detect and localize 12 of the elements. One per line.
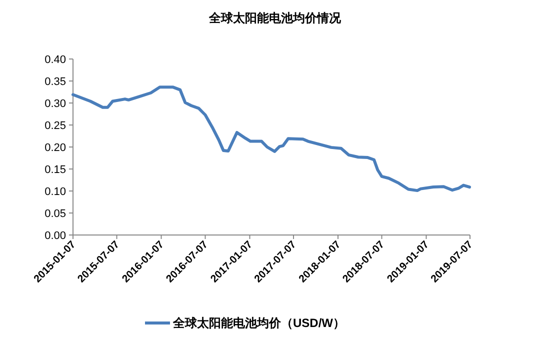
- y-tick-label: 0.30: [44, 98, 66, 110]
- y-tick-label: 0.15: [44, 164, 66, 176]
- y-tick-label: 0.25: [44, 120, 66, 132]
- y-tick-label: 0.20: [44, 142, 66, 154]
- legend-label: 全球太阳能电池均价（USD/W）: [172, 316, 345, 330]
- y-tick-label: 0.05: [44, 208, 66, 220]
- y-tick-label: 0.10: [44, 186, 66, 198]
- y-tick-label: 0.40: [44, 54, 66, 66]
- y-tick-label: 0.35: [44, 76, 66, 88]
- line-series: [72, 86, 472, 192]
- y-tick-label: 0.00: [44, 230, 66, 242]
- chart-title: 全球太阳能电池均价情况: [208, 11, 342, 25]
